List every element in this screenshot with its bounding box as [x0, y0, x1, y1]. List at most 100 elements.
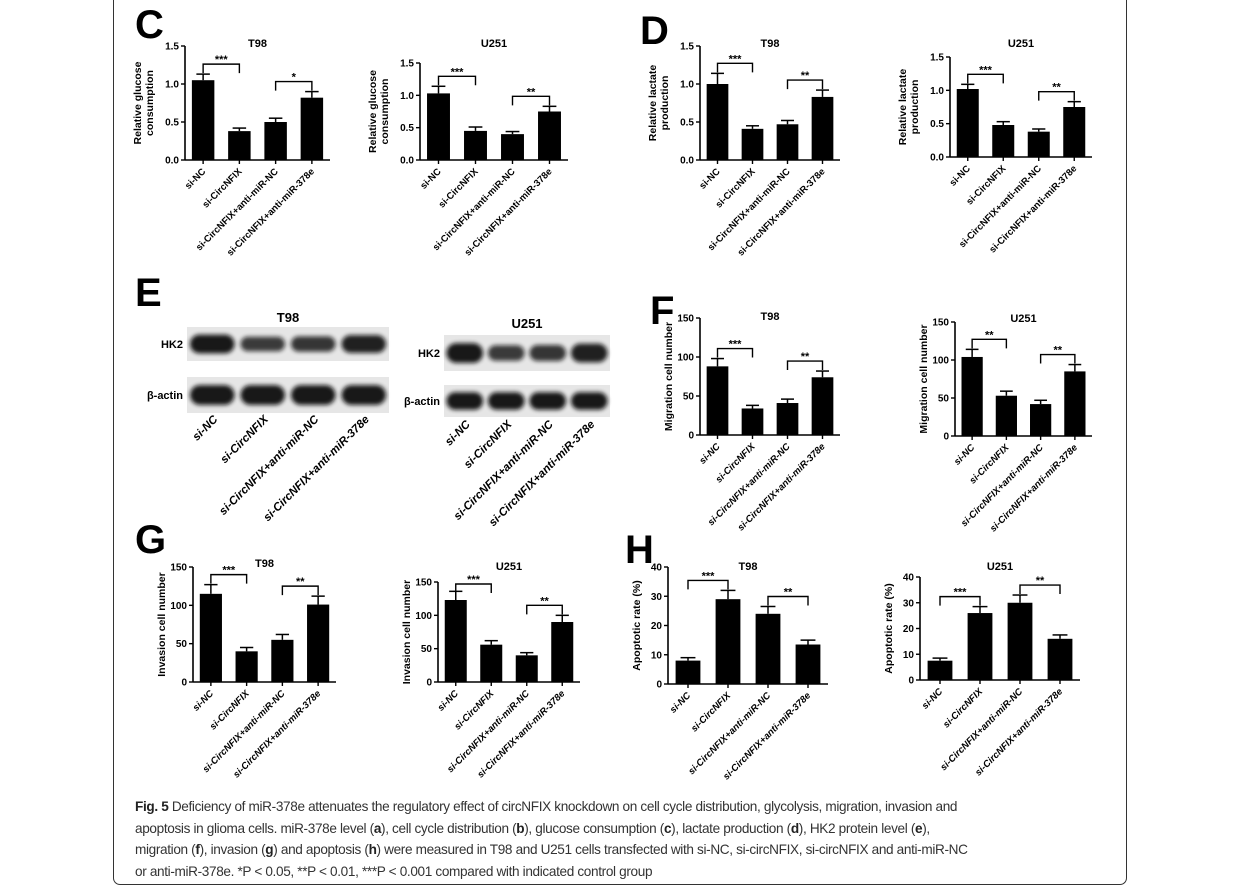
significance-label: * — [292, 72, 297, 84]
blot-row-label: β-actin — [147, 390, 183, 402]
significance-label: ** — [527, 86, 536, 98]
y-tick-label: 100 — [415, 611, 432, 622]
significance-bracket — [437, 75, 477, 86]
bar — [811, 96, 834, 160]
blot-band — [570, 343, 608, 363]
significance-label: ** — [784, 586, 793, 598]
western-blots: T98HK2β-actinsi-NCsi-CircNFIXsi-CircNFIX… — [147, 310, 610, 529]
bar — [515, 655, 538, 682]
blot-band — [487, 392, 525, 410]
caption-line: or anti-miR-378e. *P < 0.05, **P < 0.01,… — [135, 861, 1125, 883]
y-axis-label: Apoptotic rate (%) — [631, 580, 643, 670]
y-tick-label: 50 — [176, 639, 188, 650]
y-tick-label: 150 — [170, 563, 187, 574]
bar — [427, 93, 450, 160]
caption-text: apoptosis in glioma cells. miR-378e leve… — [135, 820, 374, 836]
chart-c-t98: 0.0 0.5 1.0 1.5 T98 Relative glucose consumpti… — [132, 38, 330, 258]
chart-title: T98 — [255, 558, 274, 570]
y-tick-label: 1.5 — [930, 53, 944, 64]
significance-label: ** — [801, 351, 810, 363]
significance-label: *** — [702, 570, 716, 582]
y-tick-label: 1.5 — [680, 42, 694, 53]
significance-label: *** — [729, 339, 743, 351]
bar — [538, 111, 561, 160]
y-tick-label: 1.0 — [680, 80, 694, 91]
y-axis-label: Relative glucose — [132, 61, 144, 144]
significance-bracket — [716, 347, 754, 358]
y-tick-label: 50 — [683, 392, 695, 403]
chart-h-u251: 0 10 20 30 40 U251 Apoptotic rate (%) si-NCsi-C… — [883, 561, 1080, 778]
caption-bold: e — [915, 820, 923, 836]
y-axis-label: consumption — [379, 79, 391, 145]
blot-lane-label: si-CircNFIX — [219, 413, 272, 466]
y-tick-label: 30 — [651, 592, 663, 603]
y-tick-label: 1.5 — [400, 59, 414, 70]
bar — [776, 124, 799, 160]
chart-title: U251 — [1008, 38, 1034, 50]
y-axis-label: Relative glucose — [367, 70, 379, 153]
blot-lane-label: si-NC — [443, 418, 473, 448]
figure-frame — [113, 0, 1127, 885]
blot-band — [529, 344, 567, 362]
western-blot-t98: T98 HK2 β-actin si-NCsi-CircNFIXsi-CircNFIX… — [147, 310, 389, 524]
panel-letter-f: F — [650, 289, 674, 333]
caption-line: Fig. 5 Deficiency of miR-378e attenuates… — [135, 796, 1125, 818]
significance-label: *** — [729, 53, 743, 65]
y-tick-label: 50 — [938, 394, 950, 405]
y-tick-label: 100 — [170, 601, 187, 612]
panel-letter-h: H — [625, 528, 654, 572]
chart-title: U251 — [481, 38, 507, 50]
y-tick-label: 0.0 — [930, 153, 944, 164]
blot-title: U251 — [511, 316, 542, 331]
chart-c-u251: 0.0 0.5 1.0 1.5 U251 Relative glucose consumpt… — [367, 38, 568, 258]
caption-text: or anti-miR-378e. *P < 0.05, **P < 0.01,… — [135, 863, 653, 879]
western-blot-u251: U251HK2β-actinsi-NCsi-CircNFIXsi-CircNFI… — [404, 316, 610, 529]
y-tick-label: 0.0 — [165, 156, 179, 167]
bar — [706, 84, 729, 160]
bar — [715, 599, 741, 684]
significance-label: *** — [222, 565, 236, 577]
blot-band — [291, 336, 336, 352]
x-tick-label: si-NC — [948, 163, 973, 188]
y-tick-label: 20 — [651, 621, 663, 632]
y-tick-label: 50 — [421, 644, 433, 655]
bar — [199, 593, 222, 682]
chart-title: U251 — [1010, 313, 1036, 325]
blot-row-label: β-actin — [404, 396, 440, 408]
significance-label: ** — [801, 70, 810, 82]
blot-band — [240, 336, 285, 352]
x-tick-label: si-NC — [697, 441, 722, 466]
bar — [464, 130, 487, 160]
blot-lane-label: si-CircNFIX+anti-miR-NC — [217, 413, 322, 518]
significance-label: ** — [1052, 82, 1061, 94]
bar — [776, 403, 799, 435]
y-tick-label: 0 — [688, 431, 694, 442]
bar — [1027, 131, 1050, 157]
blot-band — [190, 334, 235, 354]
caption-bold: b — [516, 820, 525, 836]
bar — [795, 644, 821, 684]
bar — [927, 660, 953, 680]
significance-label: *** — [215, 54, 229, 66]
significance-bracket — [202, 63, 241, 74]
bar — [992, 125, 1015, 157]
blot-band — [487, 345, 525, 361]
x-tick-label: si-NC — [418, 166, 443, 191]
bar — [444, 600, 467, 682]
caption-bold: g — [265, 842, 274, 857]
bar — [956, 89, 979, 157]
bar — [741, 408, 764, 435]
y-tick-label: 30 — [903, 598, 915, 609]
y-tick-label: 10 — [903, 650, 915, 661]
caption-text: ) were measured in T98 and U251 cells tr… — [376, 842, 968, 857]
significance-bracket — [274, 80, 313, 91]
bar — [675, 660, 701, 684]
significance-bracket — [939, 595, 981, 606]
blot-band — [240, 385, 285, 405]
significance-bracket — [767, 595, 809, 606]
y-tick-label: 0.0 — [400, 156, 414, 167]
y-tick-label: 20 — [903, 624, 915, 635]
y-axis-label: Apoptotic rate (%) — [883, 583, 895, 673]
